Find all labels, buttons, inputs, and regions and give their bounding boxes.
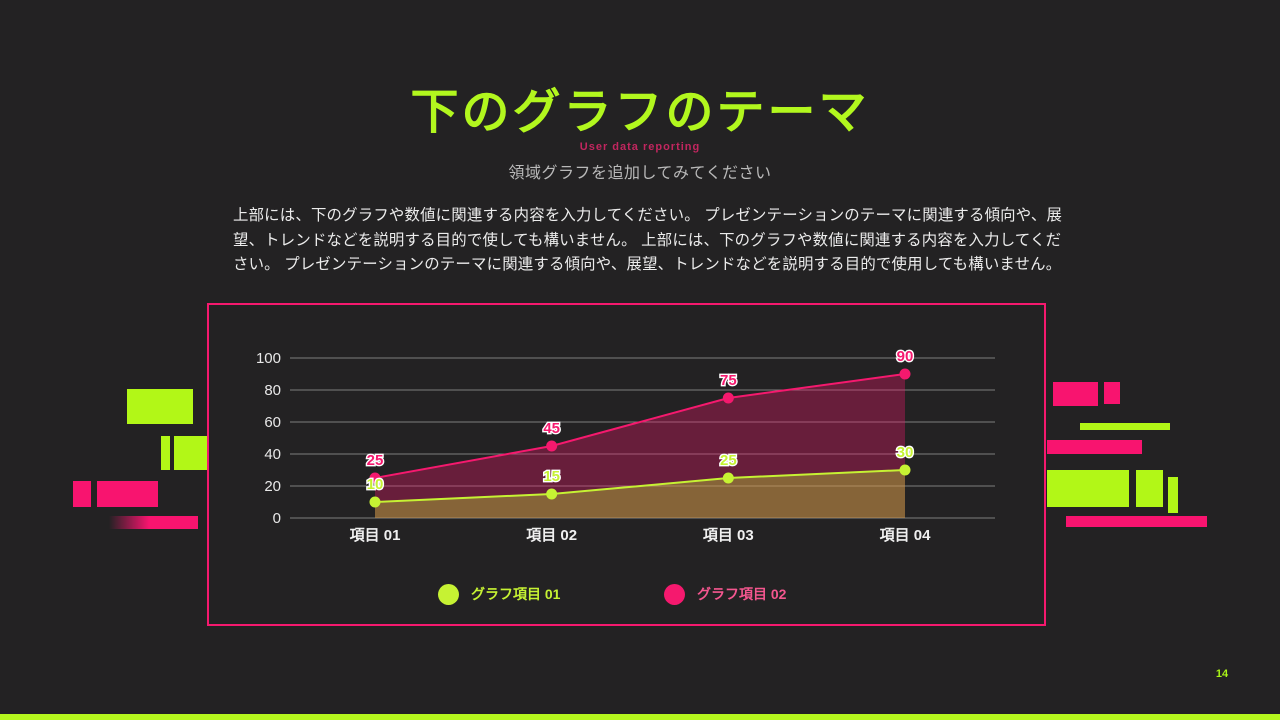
legend-item-series-2: グラフ項目 02 xyxy=(664,583,786,605)
page-number: 14 xyxy=(1215,668,1229,680)
data-point xyxy=(369,496,381,508)
deco-rect-left-4 xyxy=(73,481,91,507)
data-point xyxy=(546,488,558,500)
body-line-2: 望、トレンドなどを説明する目的で使しても構いません。 上部には、下のグラフや数値… xyxy=(233,231,1062,249)
data-label: 25 xyxy=(367,452,384,469)
svg-text:100: 100 xyxy=(256,350,281,367)
area-fill xyxy=(375,374,905,518)
svg-text:項目 02: 項目 02 xyxy=(526,527,577,544)
data-label: 25 xyxy=(720,452,737,469)
data-point xyxy=(899,464,911,476)
area-fill xyxy=(375,470,905,518)
data-point xyxy=(546,440,558,452)
x-axis-labels: 項目 01 項目 02 項目 03 項目 04 xyxy=(350,527,932,544)
page-title: 下のグラフのテーマ xyxy=(410,86,870,139)
deco-rect-right-5 xyxy=(1047,470,1129,507)
deco-rect-right-7 xyxy=(1168,477,1178,513)
data-point xyxy=(369,472,381,484)
chart-panel: 0 20 40 60 80 100 項目 01 項目 02 項目 03 項目 04 25 45 75 90… xyxy=(207,303,1046,626)
deco-rect-left-2 xyxy=(161,436,170,470)
deco-rect-left-1 xyxy=(127,389,193,424)
deco-rect-right-3 xyxy=(1080,423,1170,430)
data-label: 10 xyxy=(367,476,384,493)
body-line-1: 上部には、下のグラフや数値に関連する内容を入力してください。 プレゼンテーション… xyxy=(233,207,1063,224)
data-label: 15 xyxy=(543,468,560,485)
deco-rect-left-6 xyxy=(109,516,198,529)
subtitle-text: 領域グラフを追加してみてください xyxy=(508,165,772,182)
svg-text:項目 04: 項目 04 xyxy=(880,527,932,544)
legend-label-series-1: グラフ項目 01 xyxy=(471,586,561,602)
data-label: 75 xyxy=(720,372,737,389)
svg-text:20: 20 xyxy=(264,478,281,495)
data-label: 30 xyxy=(897,444,914,461)
svg-text:40: 40 xyxy=(264,446,281,463)
deco-rect-right-1 xyxy=(1053,382,1098,406)
legend-item-series-1: グラフ項目 01 xyxy=(438,583,560,605)
svg-text:60: 60 xyxy=(264,414,281,431)
data-label: 45 xyxy=(543,420,560,437)
svg-text:0: 0 xyxy=(273,510,281,527)
deco-rect-left-5 xyxy=(97,481,158,507)
deco-rect-left-3 xyxy=(174,436,207,470)
gridlines: 0 20 40 60 80 100 xyxy=(256,350,995,527)
deco-rect-right-4 xyxy=(1047,440,1142,454)
svg-text:項目 01: 項目 01 xyxy=(350,527,401,544)
series-line xyxy=(374,469,906,503)
deco-rect-right-8 xyxy=(1066,516,1207,527)
legend-dot-pink-icon xyxy=(664,583,685,605)
body-paragraph: 上部には、下のグラフや数値に関連する内容を入力してください。 プレゼンテーション… xyxy=(233,204,1063,278)
data-point xyxy=(899,368,911,380)
svg-text:80: 80 xyxy=(264,382,281,399)
body-line-3: さい。 プレゼンテーションのテーマに関連する傾向や、展望、トレンドなどを説明する… xyxy=(233,256,1062,274)
data-label: 90 xyxy=(897,348,914,365)
area-chart: 0 20 40 60 80 100 項目 01 項目 02 項目 03 項目 04 25 45 75 90… xyxy=(256,347,995,544)
footer-accent-bar xyxy=(0,714,1280,720)
legend-label-series-2: グラフ項目 02 xyxy=(697,586,787,602)
series-line xyxy=(374,373,906,479)
svg-text:項目 03: 項目 03 xyxy=(703,527,754,544)
eyebrow-text: User data reporting xyxy=(579,141,701,153)
data-point xyxy=(722,472,734,484)
legend-dot-green-icon xyxy=(438,583,459,605)
deco-rect-right-6 xyxy=(1136,470,1163,507)
deco-rect-right-2 xyxy=(1104,382,1120,404)
data-point xyxy=(722,392,734,404)
